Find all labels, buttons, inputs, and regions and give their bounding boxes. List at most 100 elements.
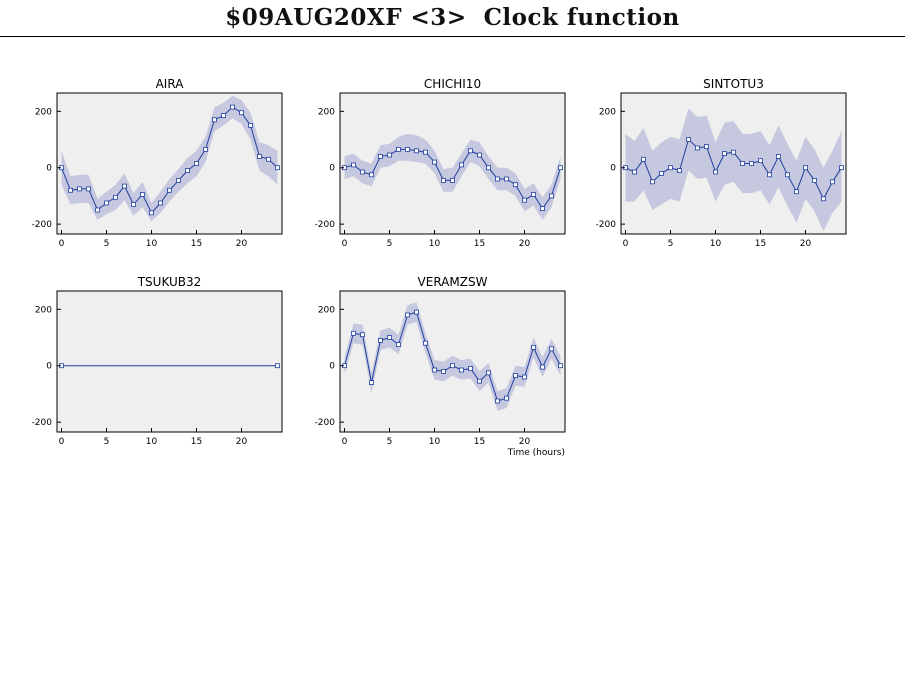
data-point bbox=[713, 169, 718, 175]
data-point bbox=[513, 373, 518, 379]
x-tick-label: 20 bbox=[236, 437, 248, 447]
x-tick-label: 0 bbox=[623, 239, 629, 249]
x-tick-label: 5 bbox=[387, 437, 393, 447]
y-tick-label: 200 bbox=[35, 305, 52, 315]
x-tick-label: 15 bbox=[474, 239, 485, 249]
x-tick-label: 5 bbox=[104, 437, 110, 447]
data-point bbox=[266, 156, 271, 162]
panel-veramzsw: 0 5 10 15 20 -200 0 200 VERAMZSW Time (hours) bbox=[315, 275, 566, 458]
x-tick-label: 5 bbox=[668, 239, 674, 249]
data-point bbox=[668, 165, 673, 171]
y-tick-label: 200 bbox=[35, 107, 52, 117]
data-point bbox=[423, 149, 428, 155]
data-point bbox=[360, 332, 365, 338]
data-point bbox=[450, 177, 455, 183]
data-point bbox=[477, 378, 482, 384]
data-point bbox=[212, 117, 217, 123]
data-point bbox=[257, 153, 262, 159]
data-point bbox=[540, 364, 545, 370]
data-point bbox=[275, 363, 280, 369]
x-tick-label: 0 bbox=[342, 239, 348, 249]
y-tick-label: 200 bbox=[318, 305, 335, 315]
data-point bbox=[749, 161, 754, 166]
data-point bbox=[167, 187, 172, 193]
x-tick-label: 0 bbox=[59, 239, 65, 249]
plot-frame bbox=[56, 290, 283, 433]
data-point bbox=[176, 177, 181, 183]
data-point bbox=[540, 206, 545, 212]
data-point bbox=[149, 210, 154, 216]
data-point bbox=[677, 168, 682, 174]
x-tick-label: 20 bbox=[236, 239, 248, 249]
data-point bbox=[486, 370, 491, 376]
data-point bbox=[158, 200, 163, 206]
data-point bbox=[396, 342, 401, 348]
uncertainty-band bbox=[344, 302, 561, 411]
data-point bbox=[722, 151, 727, 157]
data-point bbox=[758, 158, 763, 164]
panel-tsukub32: 0 5 10 15 20 -200 0 200 TSUKUB32 bbox=[32, 275, 283, 447]
data-point bbox=[459, 162, 464, 168]
x-tick-label: 10 bbox=[429, 437, 441, 447]
data-point bbox=[558, 363, 563, 369]
plot-frame bbox=[620, 92, 847, 235]
data-point bbox=[459, 367, 464, 373]
x-tick-label: 5 bbox=[387, 239, 393, 249]
data-point bbox=[531, 344, 536, 350]
plot-frame bbox=[339, 290, 566, 433]
x-tick-label: 15 bbox=[755, 239, 766, 249]
y-tick-label: 200 bbox=[599, 107, 616, 117]
data-point bbox=[441, 177, 446, 183]
data-point bbox=[414, 309, 419, 315]
data-point bbox=[378, 153, 383, 159]
x-tick-label: 5 bbox=[104, 239, 110, 249]
data-point bbox=[140, 192, 145, 197]
data-point bbox=[686, 137, 691, 142]
x-tick-label: 10 bbox=[146, 437, 158, 447]
data-point bbox=[812, 177, 817, 183]
data-point bbox=[360, 169, 365, 175]
y-tick-label: 0 bbox=[46, 362, 52, 372]
y-tick-label: 0 bbox=[329, 164, 335, 174]
data-point bbox=[351, 330, 356, 336]
data-point bbox=[68, 187, 73, 193]
plot-frame bbox=[56, 92, 283, 235]
data-point bbox=[194, 161, 199, 166]
data-point bbox=[405, 312, 410, 318]
x-tick-label: 10 bbox=[429, 239, 441, 249]
title-rule bbox=[0, 36, 905, 37]
data-point bbox=[396, 146, 401, 152]
data-point bbox=[549, 346, 554, 352]
uncertainty-band bbox=[625, 108, 842, 232]
x-tick-label: 10 bbox=[146, 239, 158, 249]
data-point bbox=[830, 179, 835, 185]
data-point bbox=[495, 398, 500, 404]
y-tick-label: -200 bbox=[32, 418, 53, 428]
data-point bbox=[767, 172, 772, 178]
uncertainty-band bbox=[61, 95, 278, 222]
y-tick-label: -200 bbox=[596, 220, 617, 230]
plot-area bbox=[57, 291, 282, 432]
x-tick-label: 10 bbox=[710, 239, 722, 249]
x-tick-label: 20 bbox=[519, 437, 531, 447]
data-point bbox=[432, 367, 437, 373]
x-tick-label: 0 bbox=[342, 437, 348, 447]
data-point bbox=[122, 183, 127, 189]
data-point bbox=[351, 162, 356, 168]
data-point bbox=[275, 165, 280, 171]
panel-title: AIRA bbox=[156, 77, 185, 91]
data-point bbox=[641, 156, 646, 162]
data-point bbox=[531, 192, 536, 197]
data-point bbox=[432, 159, 437, 165]
plot-frame bbox=[339, 92, 566, 235]
data-point bbox=[486, 165, 491, 171]
data-point bbox=[405, 146, 410, 152]
data-point bbox=[203, 146, 208, 152]
data-point bbox=[704, 144, 709, 150]
data-point bbox=[504, 176, 509, 182]
data-point bbox=[513, 182, 518, 188]
data-point bbox=[450, 363, 455, 369]
panel-title: TSUKUB32 bbox=[137, 275, 202, 289]
data-point bbox=[477, 152, 482, 158]
